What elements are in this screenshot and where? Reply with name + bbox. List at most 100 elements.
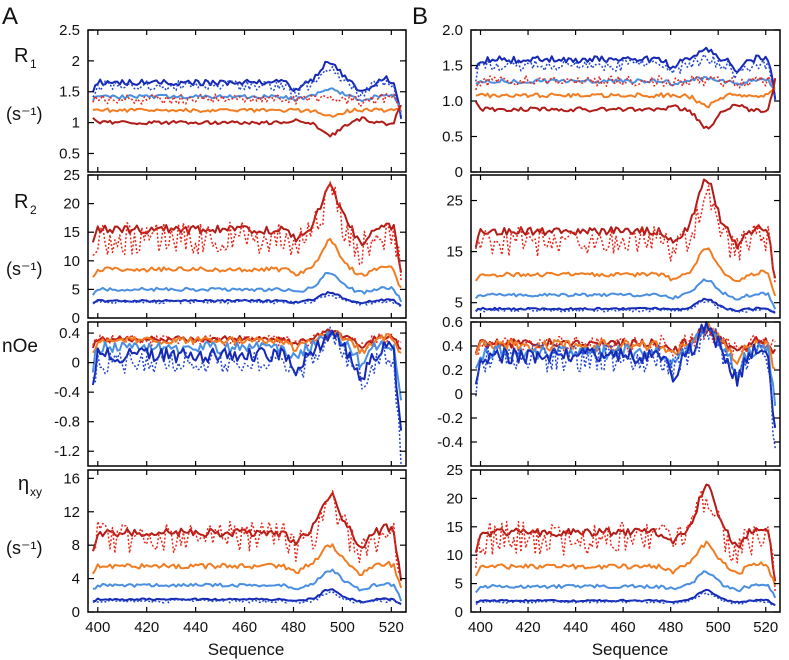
series-lightblue-line: [475, 570, 777, 599]
panel-frame: [87, 321, 407, 467]
series-lightblue-line: [474, 324, 777, 407]
series-red-dotted-line: [92, 181, 402, 282]
y-tick-label: 4: [72, 571, 80, 588]
series-blue-dotted-line: [92, 590, 402, 605]
series-lightblue-line: [92, 272, 403, 303]
series-darkblue-line: [474, 46, 777, 100]
y-tick-label: 0.6: [442, 314, 463, 331]
y-tick-label: 0: [72, 604, 80, 621]
series-darkblue-line: [474, 321, 777, 429]
y-tick-label: 0: [455, 604, 463, 621]
series-darkred-line: [474, 78, 777, 130]
y-tick-label: -0.2: [437, 410, 463, 427]
series-darkblue-line: [91, 329, 403, 431]
y-tick-label: 8: [72, 537, 80, 554]
y-tick-label: 5: [455, 576, 463, 593]
panel-frame: [87, 469, 407, 613]
x-tick-label: 400: [468, 619, 493, 636]
row-label-eta: η xy (s⁻¹): [6, 473, 42, 558]
panel-frame: [470, 469, 781, 613]
y-tick-label: 1.5: [442, 58, 463, 75]
panel-frame: [87, 29, 407, 173]
y-tick-label: 25: [446, 462, 463, 479]
panel-A-nOe: -1.2 -0.8 -0.4 0 0.4: [54, 321, 407, 467]
chart-panels: 0.511.522.500.51.01.52.0051015202551525-…: [54, 22, 781, 636]
y-tick-label: 0.4: [59, 325, 80, 342]
noe-label: nOe: [2, 336, 38, 357]
y-tick-label: 2.0: [442, 22, 463, 39]
series-darkblue-line: [475, 588, 776, 606]
series-blue-dotted-line: [92, 65, 402, 120]
series-orange-line: [92, 543, 403, 589]
y-tick-label: -0.4: [54, 384, 80, 401]
y-tick-label: 1.0: [442, 93, 463, 110]
series-darkblue-line: [92, 291, 402, 307]
series-orange-line: [474, 247, 777, 297]
x-tick-label: 520: [379, 619, 404, 636]
panel-frame: [470, 29, 781, 173]
series-orange-line: [92, 330, 402, 355]
series-darkred-line: [91, 491, 403, 581]
panel-frame: [470, 174, 781, 319]
r1-subscript: 1: [30, 57, 37, 71]
eta-label: η: [18, 473, 29, 495]
series-red-dotted-line: [475, 325, 776, 357]
series-darkred-line: [91, 182, 403, 273]
series-darkblue-line: [91, 60, 403, 119]
panel-B-R1: 0 0.5 1.0 1.5 2.0: [442, 22, 781, 181]
eta-subscript: xy: [30, 485, 42, 499]
y-tick-label: -1.2: [54, 443, 80, 460]
y-tick-label: 0.5: [59, 145, 80, 162]
x-tick-label: 480: [658, 619, 683, 636]
r1-unit: (s⁻¹): [6, 104, 42, 124]
series-darkblue-line: [475, 297, 776, 314]
x-tick-label: 420: [134, 619, 159, 636]
y-tick-label: 0.5: [442, 129, 463, 146]
y-tick-label: 0: [455, 386, 463, 403]
series-orange-line: [92, 107, 402, 118]
series-darkblue-line: [92, 588, 402, 606]
x-tick-label: 460: [611, 619, 636, 636]
y-tick-label: 15: [446, 519, 463, 536]
y-tick-label: 25: [446, 193, 463, 210]
panel-letter-a: A: [2, 3, 18, 30]
series-darkred-line: [474, 483, 777, 582]
r2-subscript: 2: [30, 203, 37, 217]
y-tick-label: 2: [72, 53, 80, 70]
y-tick-label: 0.2: [442, 362, 463, 379]
series-orange-line: [474, 322, 776, 370]
y-tick-label: 25: [63, 167, 80, 184]
panel-letter-b: B: [412, 3, 428, 30]
series-red-dotted-line: [92, 92, 402, 113]
series-blue-dotted-line: [475, 592, 776, 607]
x-tick-label: 520: [753, 619, 778, 636]
panel-A-eta: 0 4 8 12 16 400 420 440 460 480 500 520: [63, 469, 407, 636]
y-tick-label: 0: [72, 355, 80, 372]
series-blue-dotted-line: [92, 294, 402, 309]
x-axis-label-b: Sequence: [592, 640, 669, 659]
panel-B-R2: 5 15 25: [446, 174, 781, 319]
panel-B-eta: 0 5 10 15 20 25 400 420 440 460 480 500 520: [446, 462, 781, 636]
y-tick-label: 1: [72, 115, 80, 132]
y-tick-label: 5: [455, 295, 463, 312]
y-tick-label: 15: [446, 244, 463, 261]
series-lightblue-line: [91, 330, 403, 401]
y-tick-label: 12: [63, 504, 80, 521]
series-lightblue-line: [475, 76, 776, 90]
row-label-noe: nOe: [2, 336, 38, 357]
y-tick-label: 10: [63, 253, 80, 270]
panel-A-R1: 0.5 1 1.5 2 2.5: [59, 22, 407, 173]
r2-unit: (s⁻¹): [6, 259, 42, 279]
row-label-r2: R 2 (s⁻¹): [6, 191, 42, 279]
y-tick-label: -0.4: [437, 434, 463, 451]
series-blue-dotted-line: [475, 300, 776, 313]
y-tick-label: 0: [72, 310, 80, 327]
x-axis-label-a: Sequence: [208, 640, 285, 659]
y-tick-label: 5: [72, 281, 80, 298]
row-label-r1: R 1 (s⁻¹): [6, 45, 42, 124]
panel-A-R2: 0 5 10 15 20 25: [63, 167, 407, 327]
x-tick-label: 460: [232, 619, 257, 636]
series-red-dotted-line: [92, 490, 402, 577]
y-tick-label: 20: [63, 196, 80, 213]
